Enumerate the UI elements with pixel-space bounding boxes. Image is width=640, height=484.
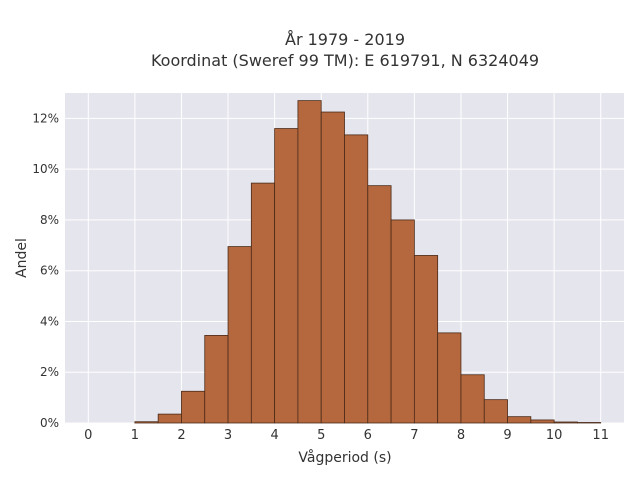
histogram-bar — [157, 413, 182, 424]
y-tick-label: 6% — [40, 264, 59, 278]
x-tick-label: 4 — [270, 428, 278, 443]
x-tick-label: 9 — [503, 428, 511, 443]
histogram-bar — [507, 416, 532, 424]
histogram-bar — [483, 399, 508, 424]
histogram-bar — [204, 335, 229, 424]
y-tick-label: 2% — [40, 365, 59, 379]
histogram-bar — [367, 185, 392, 424]
x-tick-label: 0 — [84, 428, 92, 443]
y-tick-labels: 0% 2% 4% 6% 8% 10% 12% — [32, 111, 59, 430]
histogram-bar — [344, 134, 369, 424]
histogram-bar — [413, 255, 439, 424]
x-tick-label: 3 — [224, 428, 232, 443]
histogram-bar — [134, 421, 159, 424]
chart-title-line1: År 1979 - 2019 — [285, 30, 405, 49]
y-tick-label: 0% — [40, 416, 59, 430]
x-tick-label: 7 — [410, 428, 418, 443]
histogram-bar — [274, 128, 299, 424]
histogram-bar — [227, 246, 252, 424]
x-tick-label: 2 — [177, 428, 185, 443]
x-tick-label: 8 — [457, 428, 465, 443]
x-tick-label: 6 — [364, 428, 372, 443]
histogram-bar — [297, 100, 322, 424]
histogram-bar — [530, 419, 555, 424]
y-tick-label: 4% — [40, 314, 59, 328]
x-tick-label: 10 — [546, 428, 563, 443]
histogram-bars — [134, 100, 602, 424]
y-tick-label: 8% — [40, 213, 59, 227]
x-axis-label: Vågperiod (s) — [298, 449, 391, 466]
y-tick-label: 10% — [32, 162, 59, 176]
y-axis-label: Andel — [14, 238, 30, 278]
histogram-bar — [320, 111, 345, 424]
x-tick-label: 5 — [317, 428, 325, 443]
x-tick-labels: 0 1 2 3 4 5 6 7 8 9 10 11 — [84, 428, 609, 443]
histogram-bar — [577, 422, 602, 424]
histogram-bar — [553, 421, 578, 424]
chart-title-line2: Koordinat (Sweref 99 TM): E 619791, N 63… — [151, 51, 539, 70]
histogram-bar — [437, 332, 462, 424]
histogram-bar — [250, 182, 276, 424]
histogram-bar — [181, 390, 206, 424]
histogram-bar — [460, 374, 485, 424]
x-tick-label: 11 — [592, 428, 609, 443]
y-tick-label: 12% — [32, 111, 59, 125]
x-tick-label: 1 — [131, 428, 139, 443]
histogram-bar — [390, 219, 415, 424]
